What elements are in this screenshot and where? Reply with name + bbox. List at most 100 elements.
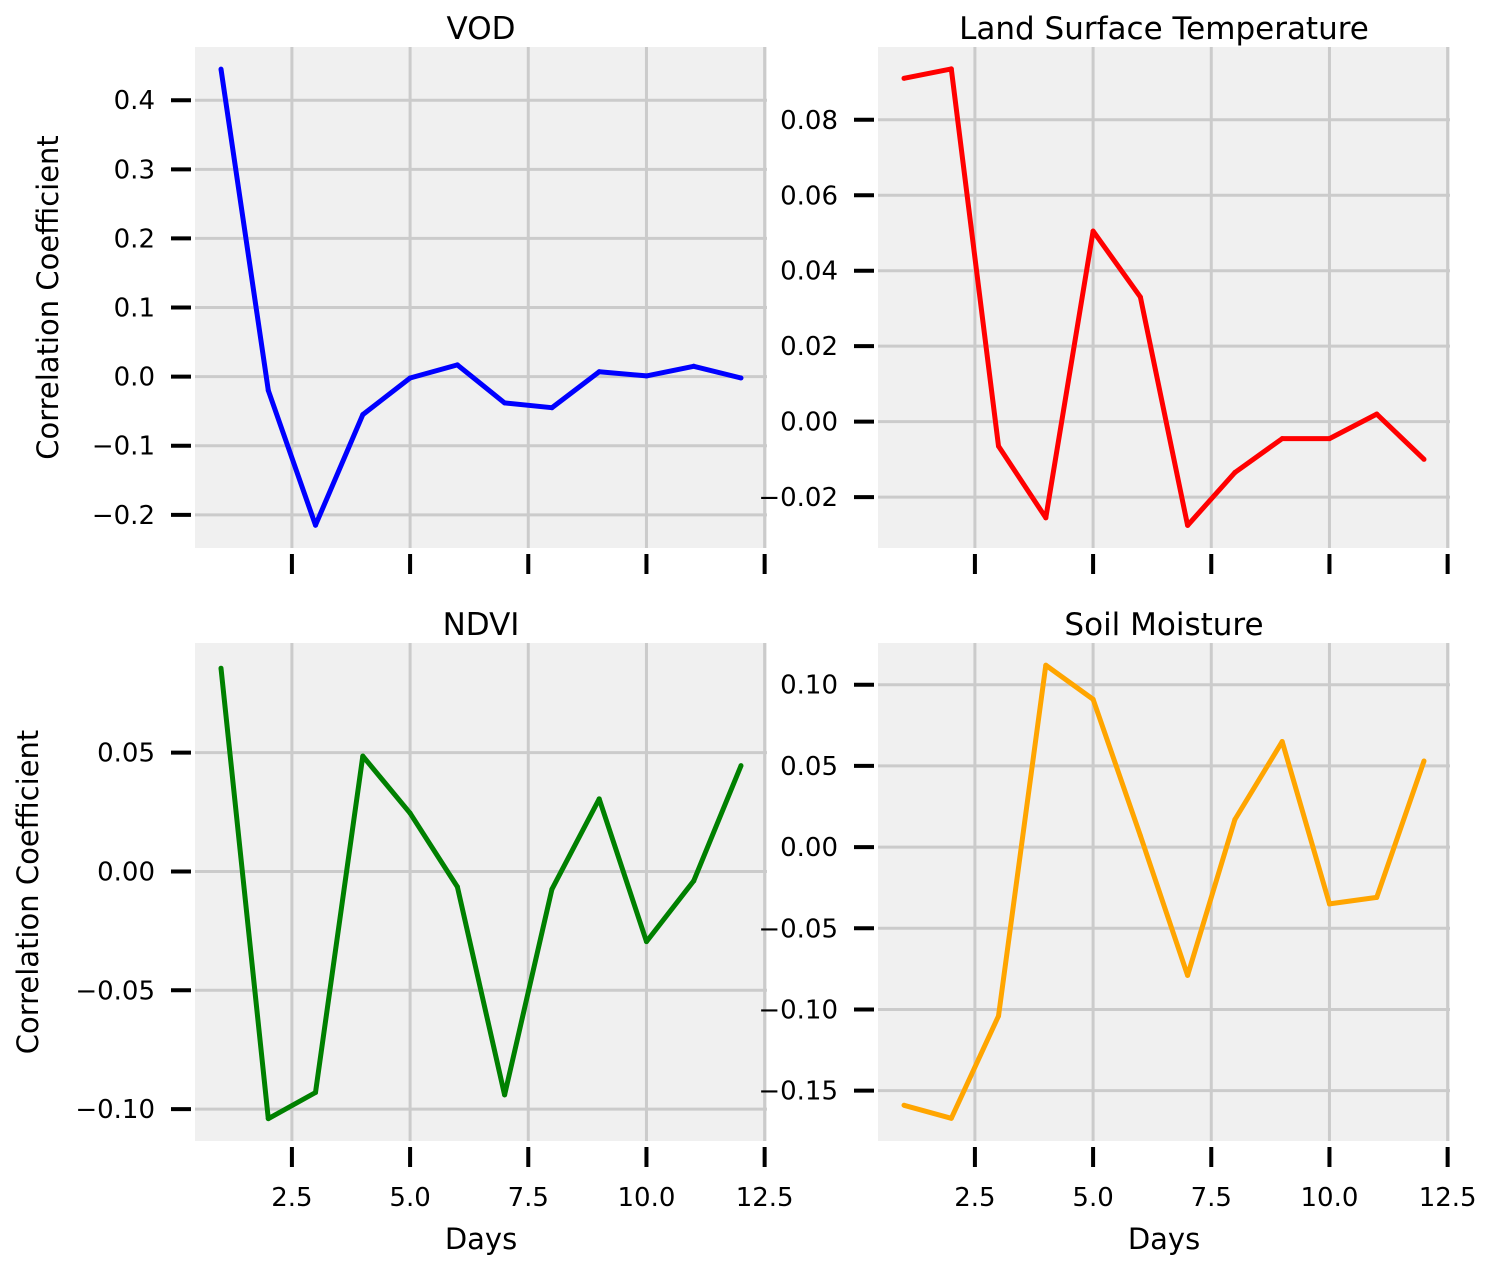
data-point bbox=[1279, 739, 1285, 745]
x-axis-label: Days bbox=[445, 1222, 517, 1256]
y-tick-label: 0.08 bbox=[780, 106, 838, 136]
plot-background bbox=[878, 47, 1450, 548]
data-point bbox=[948, 1115, 954, 1121]
data-point bbox=[502, 400, 508, 406]
data-point bbox=[313, 522, 319, 528]
data-point bbox=[996, 443, 1002, 449]
data-point bbox=[1279, 436, 1285, 442]
data-point bbox=[265, 1116, 271, 1122]
x-tick-label: 5.0 bbox=[1072, 1183, 1113, 1213]
x-tick-label: 2.5 bbox=[271, 1183, 312, 1213]
y-tick-label: 0.04 bbox=[780, 257, 838, 287]
data-point bbox=[1090, 696, 1096, 702]
data-point bbox=[1232, 817, 1238, 823]
y-tick-label: 0.02 bbox=[780, 332, 838, 362]
y-tick-label: −0.10 bbox=[75, 1095, 155, 1125]
data-point bbox=[596, 796, 602, 802]
y-tick-label: 0.10 bbox=[780, 671, 838, 701]
x-tick-label: 5.0 bbox=[389, 1183, 430, 1213]
chart-title: NDVI bbox=[443, 607, 520, 643]
x-tick-label: 7.5 bbox=[508, 1183, 549, 1213]
y-tick-label: 0.0 bbox=[114, 363, 155, 393]
data-point bbox=[407, 375, 413, 381]
y-tick-label: 0.05 bbox=[97, 739, 155, 769]
data-point bbox=[218, 66, 224, 72]
y-tick-label: 0.1 bbox=[114, 294, 155, 324]
data-point bbox=[1043, 662, 1049, 668]
data-point bbox=[313, 1090, 319, 1096]
x-tick-label: 10.0 bbox=[618, 1183, 676, 1213]
data-point bbox=[407, 810, 413, 816]
x-tick-label: 2.5 bbox=[954, 1183, 995, 1213]
data-point bbox=[549, 405, 555, 411]
y-tick-label: 0.00 bbox=[780, 408, 838, 438]
data-point bbox=[596, 369, 602, 375]
data-point bbox=[1326, 901, 1332, 907]
y-tick-label: −0.10 bbox=[758, 995, 838, 1025]
y-tick-label: 0.06 bbox=[780, 181, 838, 211]
data-point bbox=[218, 665, 224, 671]
series-line bbox=[903, 66, 1426, 528]
data-point bbox=[549, 886, 555, 892]
data-point bbox=[265, 387, 271, 393]
data-point bbox=[360, 412, 366, 418]
data-point bbox=[948, 66, 954, 72]
data-point bbox=[502, 1092, 508, 1098]
x-tick-label: 10.0 bbox=[1301, 1183, 1359, 1213]
y-tick-label: 0.4 bbox=[114, 86, 155, 116]
data-point bbox=[1421, 456, 1427, 462]
data-point bbox=[738, 375, 744, 381]
series-line bbox=[903, 662, 1427, 1121]
chart-title: VOD bbox=[447, 11, 516, 47]
plot-background bbox=[195, 643, 767, 1141]
y-tick-label: 0.2 bbox=[114, 224, 155, 254]
x-tick-label: 12.5 bbox=[1419, 1183, 1477, 1213]
x-tick-label: 7.5 bbox=[1191, 1183, 1232, 1213]
data-point bbox=[1374, 411, 1380, 417]
plot-background bbox=[878, 643, 1450, 1141]
y-tick-label: −0.2 bbox=[92, 501, 155, 531]
data-point bbox=[1137, 833, 1143, 839]
data-point bbox=[1137, 294, 1143, 300]
y-tick-label: 0.05 bbox=[780, 752, 838, 782]
y-tick-label: −0.05 bbox=[758, 914, 838, 944]
data-point bbox=[643, 939, 649, 945]
data-point bbox=[691, 363, 697, 369]
y-tick-label: −0.1 bbox=[92, 432, 155, 462]
y-tick-label: 0.00 bbox=[780, 833, 838, 863]
data-point bbox=[360, 753, 366, 759]
data-point bbox=[996, 1013, 1002, 1019]
data-point bbox=[1326, 436, 1332, 442]
series-line bbox=[218, 667, 744, 1122]
data-point bbox=[1185, 522, 1191, 528]
chart-panel-2: −0.02 0.00 0.02 0.04 0.06 0.08 Land Surface Te… bbox=[758, 11, 1450, 574]
data-point bbox=[643, 373, 649, 379]
data-point bbox=[691, 878, 697, 884]
data-point bbox=[1374, 894, 1380, 900]
data-point bbox=[901, 1102, 907, 1108]
chart-title: Soil Moisture bbox=[1064, 607, 1263, 643]
data-point bbox=[1090, 228, 1096, 234]
data-point bbox=[454, 884, 460, 890]
data-point bbox=[738, 763, 744, 769]
x-tick-label: 12.5 bbox=[736, 1183, 794, 1213]
data-point bbox=[454, 362, 460, 368]
data-point bbox=[1232, 470, 1238, 476]
y-tick-label: −0.05 bbox=[75, 976, 155, 1006]
x-axis-label: Days bbox=[1128, 1222, 1200, 1256]
data-point bbox=[1421, 758, 1427, 764]
y-axis-label: Correlation Coefficient bbox=[31, 135, 65, 460]
chart-panel-1: −0.2 −0.1 0.0 0.1 0.2 0.3 0.4 VOD Correlation Co… bbox=[31, 11, 767, 574]
chart-title: Land Surface Temperature bbox=[959, 11, 1369, 47]
data-point bbox=[1043, 515, 1049, 521]
y-tick-label: 0.00 bbox=[97, 857, 155, 887]
chart-panel-3: −0.10 −0.05 0.00 0.05 2.5 5.0 7.5 10.0 12.5 NDVI D… bbox=[11, 607, 794, 1256]
y-tick-label: −0.15 bbox=[758, 1077, 838, 1107]
chart-panel-4: −0.15 −0.10 −0.05 0.00 0.05 0.10 2.5 5.0 7.5 10.0… bbox=[758, 607, 1476, 1256]
data-point bbox=[901, 75, 907, 81]
y-tick-label: −0.02 bbox=[758, 483, 838, 513]
y-tick-label: 0.3 bbox=[114, 155, 155, 185]
plot-background bbox=[195, 47, 767, 548]
y-axis-label: Correlation Coefficient bbox=[11, 730, 45, 1055]
